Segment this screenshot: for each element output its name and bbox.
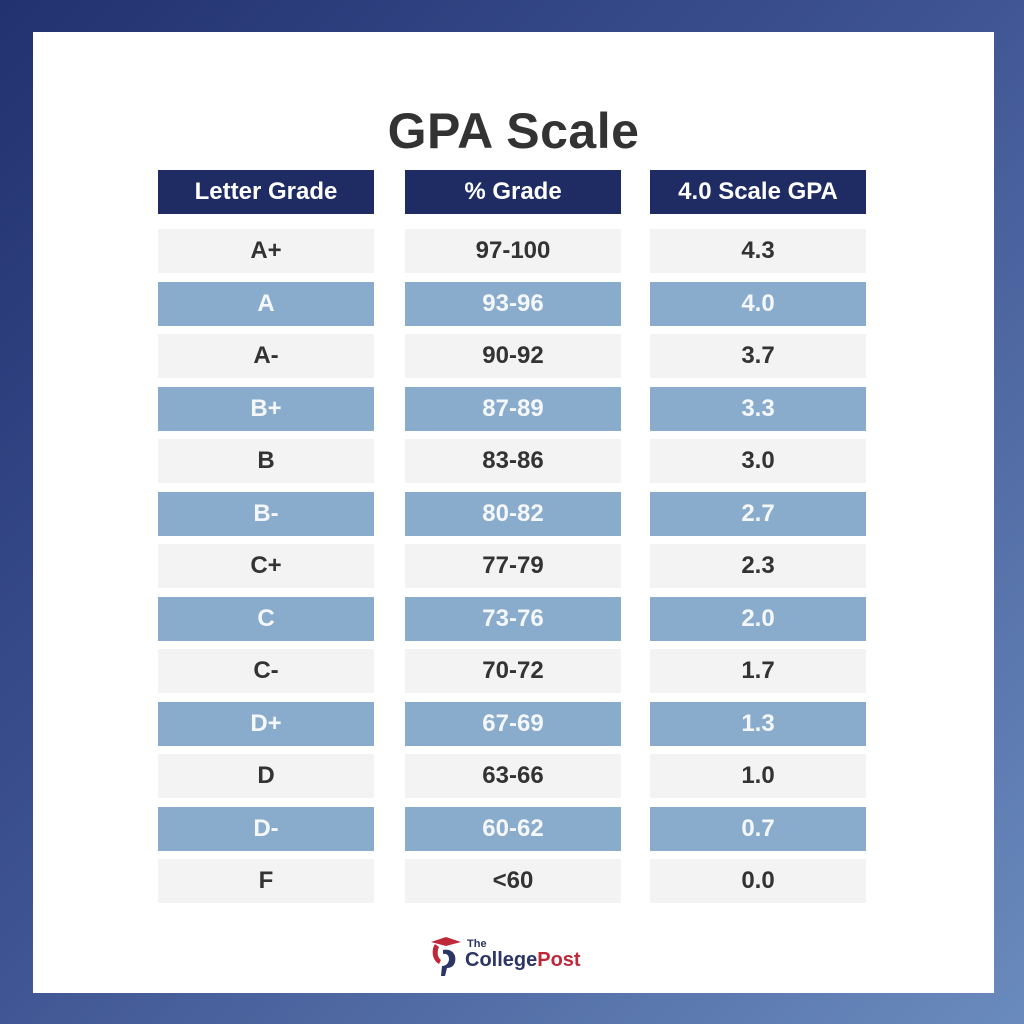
table-cell: 87-89 bbox=[405, 386, 621, 431]
table-cell: <60 bbox=[405, 859, 621, 903]
logo-college: College bbox=[465, 949, 538, 971]
column-gpa: 4.0 Scale GPA 4.3 4.0 3.7 3.3 3.0 2.7 2.… bbox=[650, 170, 866, 912]
table-cell: C- bbox=[158, 649, 374, 693]
table-cell: C+ bbox=[158, 544, 374, 588]
table-cell: 90-92 bbox=[405, 334, 621, 378]
table-cell: 1.3 bbox=[650, 701, 866, 746]
column-percent-grade: % Grade 97-100 93-96 90-92 87-89 83-86 8… bbox=[405, 170, 621, 912]
table-cell: 3.7 bbox=[650, 334, 866, 378]
table-cell: C bbox=[158, 596, 374, 641]
table-cell: 0.0 bbox=[650, 859, 866, 903]
table-cell: B+ bbox=[158, 386, 374, 431]
table-cell: 93-96 bbox=[405, 281, 621, 326]
column-header: Letter Grade bbox=[158, 170, 374, 214]
table-cell: 60-62 bbox=[405, 806, 621, 851]
table-cell: 4.3 bbox=[650, 229, 866, 273]
table-cell: B- bbox=[158, 491, 374, 536]
logo-post: Post bbox=[537, 949, 581, 971]
table-cell: A bbox=[158, 281, 374, 326]
table-cell: 3.0 bbox=[650, 439, 866, 483]
column-letter-grade: Letter Grade A+ A A- B+ B B- C+ C C- D+ … bbox=[158, 170, 374, 912]
table-cell: 63-66 bbox=[405, 754, 621, 798]
table-cell: 67-69 bbox=[405, 701, 621, 746]
table-cell: 2.3 bbox=[650, 544, 866, 588]
table-cell: 2.0 bbox=[650, 596, 866, 641]
table-cell: 1.0 bbox=[650, 754, 866, 798]
table-cell: D+ bbox=[158, 701, 374, 746]
table-cell: 4.0 bbox=[650, 281, 866, 326]
column-header: 4.0 Scale GPA bbox=[650, 170, 866, 214]
graduate-head-icon bbox=[431, 937, 461, 976]
table-cell: B bbox=[158, 439, 374, 483]
table-cell: 2.7 bbox=[650, 491, 866, 536]
page-title: GPA Scale bbox=[387, 103, 640, 159]
table-cell: A+ bbox=[158, 229, 374, 273]
table-cell: D bbox=[158, 754, 374, 798]
table-cell: A- bbox=[158, 334, 374, 378]
table-cell: 80-82 bbox=[405, 491, 621, 536]
logo-name: CollegePost bbox=[465, 949, 581, 972]
table-cell: 1.7 bbox=[650, 649, 866, 693]
logo-the: The bbox=[467, 938, 487, 950]
table-cell: 77-79 bbox=[405, 544, 621, 588]
table-cell: 3.3 bbox=[650, 386, 866, 431]
table-cell: 73-76 bbox=[405, 596, 621, 641]
column-header: % Grade bbox=[405, 170, 621, 214]
table-cell: 0.7 bbox=[650, 806, 866, 851]
table-cell: 97-100 bbox=[405, 229, 621, 273]
table-cell: 70-72 bbox=[405, 649, 621, 693]
table-cell: 83-86 bbox=[405, 439, 621, 483]
table-cell: F bbox=[158, 859, 374, 903]
infographic-card: GPA Scale Letter Grade A+ A A- B+ B B- C… bbox=[33, 32, 994, 993]
table-cell: D- bbox=[158, 806, 374, 851]
college-post-logo: The CollegePost bbox=[429, 934, 609, 978]
